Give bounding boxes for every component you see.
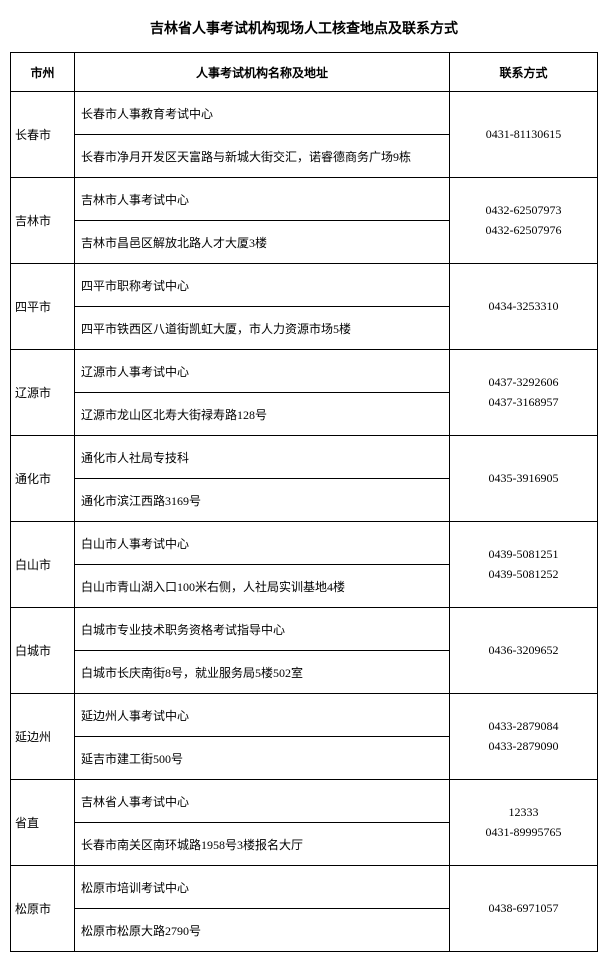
city-cell: 白城市 xyxy=(11,608,75,694)
org-name-cell: 四平市职称考试中心 xyxy=(75,264,450,307)
header-info: 人事考试机构名称及地址 xyxy=(75,53,450,92)
city-cell: 吉林市 xyxy=(11,178,75,264)
contact-number: 0432-62507973 xyxy=(456,201,591,220)
contact-number: 0432-62507976 xyxy=(456,221,591,240)
contact-number: 0435-3916905 xyxy=(456,469,591,488)
city-cell: 长春市 xyxy=(11,92,75,178)
org-address-cell: 长春市南关区南环城路1958号3楼报名大厅 xyxy=(75,823,450,866)
contact-number: 0436-3209652 xyxy=(456,641,591,660)
header-contact: 联系方式 xyxy=(450,53,598,92)
contact-cell: 0431-81130615 xyxy=(450,92,598,178)
city-cell: 通化市 xyxy=(11,436,75,522)
contact-cell: 0434-3253310 xyxy=(450,264,598,350)
contact-number: 0437-3168957 xyxy=(456,393,591,412)
table-row: 松原市松原市培训考试中心0438-6971057 xyxy=(11,866,598,909)
org-address-cell: 长春市净月开发区天富路与新城大街交汇，诺睿德商务广场9栋 xyxy=(75,135,450,178)
org-name-cell: 吉林省人事考试中心 xyxy=(75,780,450,823)
org-address-cell: 通化市滨江西路3169号 xyxy=(75,479,450,522)
table-row: 辽源市辽源市人事考试中心0437-32926060437-3168957 xyxy=(11,350,598,393)
org-name-cell: 松原市培训考试中心 xyxy=(75,866,450,909)
org-name-cell: 通化市人社局专技科 xyxy=(75,436,450,479)
table-row: 白城市白城市专业技术职务资格考试指导中心0436-3209652 xyxy=(11,608,598,651)
table-row: 通化市通化市人社局专技科0435-3916905 xyxy=(11,436,598,479)
contact-cell: 123330431-89995765 xyxy=(450,780,598,866)
org-address-cell: 松原市松原大路2790号 xyxy=(75,909,450,952)
contact-number: 0438-6971057 xyxy=(456,899,591,918)
table-row: 吉林市吉林市人事考试中心0432-625079730432-62507976 xyxy=(11,178,598,221)
org-address-cell: 延吉市建工街500号 xyxy=(75,737,450,780)
table-row: 四平市四平市职称考试中心0434-3253310 xyxy=(11,264,598,307)
table-row: 长春市长春市人事教育考试中心0431-81130615 xyxy=(11,92,598,135)
contact-number: 0433-2879084 xyxy=(456,717,591,736)
city-cell: 省直 xyxy=(11,780,75,866)
contact-number: 12333 xyxy=(456,803,591,822)
org-name-cell: 吉林市人事考试中心 xyxy=(75,178,450,221)
org-name-cell: 辽源市人事考试中心 xyxy=(75,350,450,393)
org-name-cell: 延边州人事考试中心 xyxy=(75,694,450,737)
org-address-cell: 白城市长庆南街8号，就业服务局5楼502室 xyxy=(75,651,450,694)
contact-number: 0431-81130615 xyxy=(456,125,591,144)
city-cell: 辽源市 xyxy=(11,350,75,436)
contact-cell: 0438-6971057 xyxy=(450,866,598,952)
header-city: 市州 xyxy=(11,53,75,92)
org-address-cell: 辽源市龙山区北寿大街禄寿路128号 xyxy=(75,393,450,436)
city-cell: 延边州 xyxy=(11,694,75,780)
org-address-cell: 白山市青山湖入口100米右侧，人社局实训基地4楼 xyxy=(75,565,450,608)
org-name-cell: 白城市专业技术职务资格考试指导中心 xyxy=(75,608,450,651)
city-cell: 四平市 xyxy=(11,264,75,350)
contact-number: 0431-89995765 xyxy=(456,823,591,842)
org-address-cell: 四平市铁西区八道街凯虹大厦，市人力资源市场5楼 xyxy=(75,307,450,350)
org-name-cell: 白山市人事考试中心 xyxy=(75,522,450,565)
contact-cell: 0436-3209652 xyxy=(450,608,598,694)
page-title: 吉林省人事考试机构现场人工核查地点及联系方式 xyxy=(10,18,598,38)
city-cell: 白山市 xyxy=(11,522,75,608)
contact-cell: 0433-28790840433-2879090 xyxy=(450,694,598,780)
contact-number: 0439-5081251 xyxy=(456,545,591,564)
org-address-cell: 吉林市昌邑区解放北路人才大厦3楼 xyxy=(75,221,450,264)
contact-cell: 0435-3916905 xyxy=(450,436,598,522)
contact-cell: 0437-32926060437-3168957 xyxy=(450,350,598,436)
org-name-cell: 长春市人事教育考试中心 xyxy=(75,92,450,135)
table-row: 延边州延边州人事考试中心0433-28790840433-2879090 xyxy=(11,694,598,737)
contact-cell: 0432-625079730432-62507976 xyxy=(450,178,598,264)
table-header-row: 市州 人事考试机构名称及地址 联系方式 xyxy=(11,53,598,92)
contact-number: 0433-2879090 xyxy=(456,737,591,756)
contact-number: 0439-5081252 xyxy=(456,565,591,584)
table-row: 省直吉林省人事考试中心123330431-89995765 xyxy=(11,780,598,823)
contact-number: 0437-3292606 xyxy=(456,373,591,392)
city-cell: 松原市 xyxy=(11,866,75,952)
table-row: 白山市白山市人事考试中心0439-50812510439-5081252 xyxy=(11,522,598,565)
contact-number: 0434-3253310 xyxy=(456,297,591,316)
contact-cell: 0439-50812510439-5081252 xyxy=(450,522,598,608)
locations-table: 市州 人事考试机构名称及地址 联系方式 长春市长春市人事教育考试中心0431-8… xyxy=(10,52,598,952)
